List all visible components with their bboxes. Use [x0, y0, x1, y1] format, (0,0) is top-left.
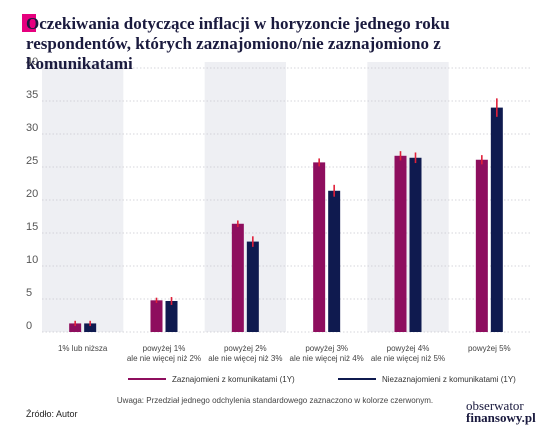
category-label: powyżej 5%: [468, 344, 511, 353]
source-label: Źródło: Autor: [26, 409, 78, 419]
bar-zaznajomieni: [475, 159, 488, 332]
title-accent: [22, 14, 36, 32]
y-axis-ticks: 0 5 10 15 20 25 30 35 40: [26, 56, 38, 332]
footnote: Uwaga: Przedział jednego odchylenia stan…: [116, 396, 434, 405]
logo-line-2: finansowy.pl: [466, 410, 536, 425]
category-label: ale nie więcej niż 5%: [371, 354, 445, 363]
category-label: powyżej 1%: [143, 344, 186, 353]
category-label: ale nie więcej niż 2%: [127, 354, 201, 363]
logo-line-1: obserwator: [466, 398, 524, 413]
legend: Zaznajomieni z komunikatami (1Y) Niezazna…: [128, 375, 516, 384]
category-label: powyżej 4%: [387, 344, 430, 353]
legend-label: Zaznajomieni z komunikatami (1Y): [172, 375, 295, 384]
category-label: 1% lub niższa: [58, 344, 108, 353]
y-tick-label: 25: [26, 155, 38, 167]
bar-zaznajomieni: [150, 300, 163, 332]
y-tick-label: 10: [26, 254, 38, 266]
gridlines: [42, 67, 530, 333]
bar-niezaznajomieni: [490, 107, 503, 332]
bar-niezaznajomieni: [409, 157, 422, 332]
title-text: Oczekiwania dotyczące inflacji w horyzon…: [26, 14, 450, 73]
category-band: [367, 62, 449, 332]
category-label: powyżej 3%: [305, 344, 348, 353]
bar-niezaznajomieni: [165, 300, 178, 332]
chart-title: Oczekiwania dotyczące inflacji w horyzon…: [22, 14, 536, 74]
bar-zaznajomieni: [394, 155, 407, 332]
category-label: powyżej 2%: [224, 344, 267, 353]
y-tick-label: 30: [26, 122, 38, 134]
bar-zaznajomieni: [313, 162, 326, 332]
bar-niezaznajomieni: [84, 323, 97, 332]
error-bars: [74, 98, 498, 327]
category-band: [42, 62, 124, 332]
bar-zaznajomieni: [231, 223, 244, 332]
brand-logo: obserwator finansowy.pl: [466, 398, 536, 425]
bar-zaznajomieni: [69, 323, 82, 332]
category-label: ale nie więcej niż 3%: [208, 354, 282, 363]
y-tick-label: 35: [26, 89, 38, 101]
y-tick-label: 15: [26, 221, 38, 233]
category-labels: 1% lub niższa powyżej 1%ale nie więcej ni…: [58, 344, 511, 363]
category-label: ale nie więcej niż 4%: [290, 354, 364, 363]
y-tick-label: 40: [26, 56, 38, 68]
y-tick-label: 5: [26, 287, 32, 299]
y-tick-label: 0: [26, 320, 32, 332]
bar-niezaznajomieni: [328, 190, 341, 332]
legend-label: Niezaznajomieni z komunikatami (1Y): [382, 375, 516, 384]
category-bands: [42, 62, 449, 332]
bars: [69, 107, 503, 332]
y-tick-label: 20: [26, 188, 38, 200]
category-band: [204, 62, 286, 332]
bar-niezaznajomieni: [246, 241, 259, 332]
